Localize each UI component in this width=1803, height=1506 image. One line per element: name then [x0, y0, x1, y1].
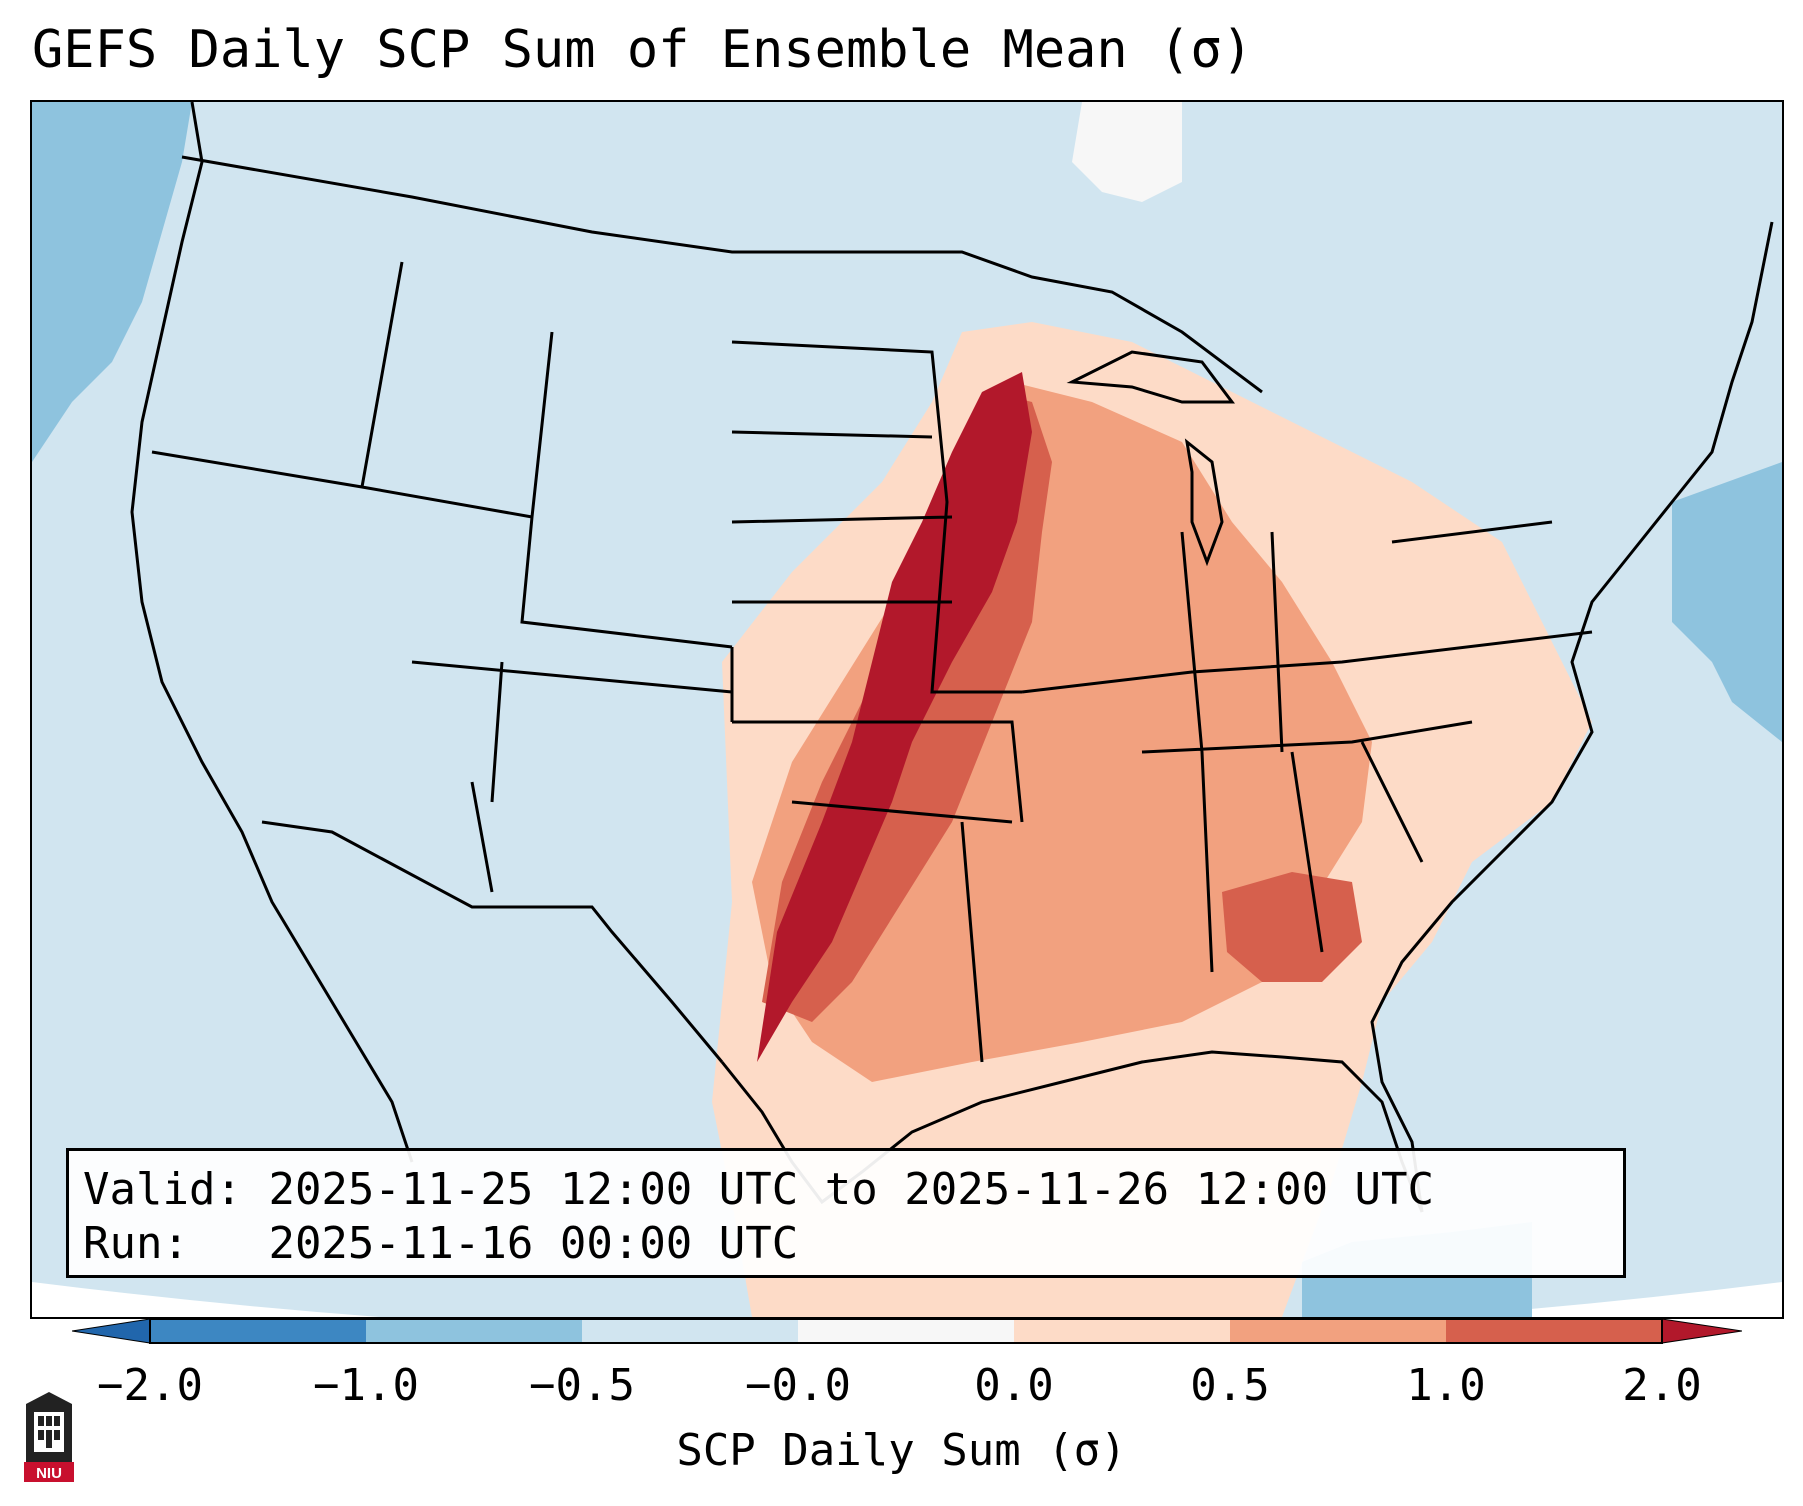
colorbar-tick-3: −0.5	[529, 1360, 635, 1411]
state-lines-central	[731, 340, 1024, 1063]
niu-logo-icon: NIU	[24, 1392, 74, 1482]
great-lakes-michigan	[1184, 438, 1224, 567]
atlantic-anomaly-negative	[1672, 462, 1782, 742]
state-lines-east	[1021, 520, 1593, 973]
colorbar-segment-6	[1230, 1319, 1446, 1343]
valid-label: Valid:	[83, 1164, 242, 1215]
colorbar-segment-7	[1446, 1319, 1662, 1343]
mexico-border	[261, 820, 724, 1063]
map-svg	[32, 102, 1782, 1317]
logo-text: NIU	[36, 1465, 62, 1482]
colorbar-over-arrow	[1661, 1318, 1742, 1344]
colorbar-segment-2	[366, 1319, 582, 1343]
map-panel	[30, 100, 1784, 1319]
chart-title: GEFS Daily SCP Sum of Ensemble Mean (σ)	[32, 20, 1253, 80]
west-coast-line	[130, 102, 414, 1163]
east-coast-line	[1370, 221, 1774, 1213]
colorbar-tick-2: −1.0	[313, 1360, 419, 1411]
great-lakes-superior	[1066, 350, 1235, 404]
colorbar-segment-3	[582, 1319, 798, 1343]
valid-value: 2025-11-25 12:00 UTC to 2025-11-26 12:00…	[268, 1164, 1435, 1215]
state-lines-west	[151, 261, 734, 893]
colorbar	[72, 1318, 1742, 1344]
colorbar-tick-4: −0.0	[745, 1360, 851, 1411]
map-boundaries	[130, 102, 1774, 1213]
anomaly-zone-extreme	[757, 372, 1032, 1062]
colorbar-segment-5	[1014, 1319, 1230, 1343]
colorbar-tick-8: 2.0	[1622, 1360, 1702, 1411]
colorbar-under-arrow	[72, 1318, 151, 1344]
colorbar-tick-5: 0.0	[974, 1360, 1054, 1411]
colorbar-segment-1	[150, 1319, 366, 1343]
southeast-strong-core	[1222, 872, 1362, 982]
colorbar-tick-6: 0.5	[1190, 1360, 1270, 1411]
run-label: Run:	[83, 1218, 189, 1269]
colorbar-tick-1: −2.0	[97, 1360, 203, 1411]
colorbar-tick-7: 1.0	[1406, 1360, 1486, 1411]
anomaly-zone-medium	[752, 382, 1372, 1082]
colorbar-segment-4	[798, 1319, 1014, 1343]
colorbar-label: SCP Daily Sum (σ)	[676, 1425, 1127, 1476]
validity-info-box: Valid: 2025-11-25 12:00 UTC to 2025-11-2…	[66, 1148, 1626, 1278]
colorbar-outline	[149, 1318, 1663, 1344]
run-value: 2025-11-16 00:00 UTC	[268, 1218, 799, 1269]
canada-border	[181, 155, 1263, 394]
canada-near-zero	[1072, 102, 1182, 202]
pacific-anomaly-negative	[32, 102, 192, 462]
